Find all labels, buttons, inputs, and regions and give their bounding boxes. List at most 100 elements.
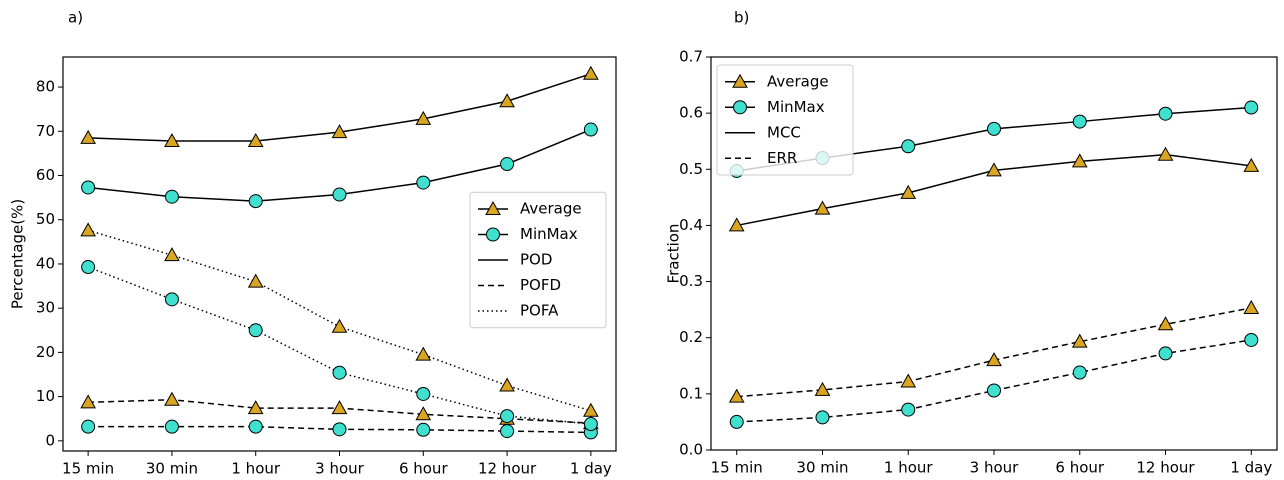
triangle-marker [900,373,917,388]
circle-marker [1072,114,1087,129]
legend-label: ERR [767,149,797,167]
legend: Average MinMax MCC ERR [716,64,854,176]
legend-label: POFA [520,302,559,320]
y-tick-label: 0.4 [679,216,703,234]
triangle-marker [732,73,748,88]
legend-label: MinMax [520,225,578,243]
circle-marker [164,292,179,307]
legend-label: POFD [520,276,561,294]
triangle-marker [80,129,96,144]
x-tick-label: 12 hour [478,460,537,478]
circle-marker [500,157,515,172]
circle-marker [81,260,96,275]
circle-marker [416,386,431,401]
triangle-marker [331,318,348,333]
triangle-marker [583,65,599,80]
circle-marker [583,417,598,432]
triangle-marker [415,406,432,421]
circle-marker [500,409,515,424]
circle-marker [416,422,431,437]
circle-marker [729,414,744,429]
x-tick-label: 15 min [711,459,763,477]
circle-marker [1244,100,1259,115]
circle-marker [164,419,179,434]
circle-marker [332,365,347,380]
y-tick-label: 0.7 [679,48,703,66]
triangle-marker [1071,333,1088,348]
triangle-marker [164,247,180,262]
triangle-marker [986,162,1002,177]
x-tick-label: 1 day [1230,459,1272,477]
triangle-marker [986,352,1002,367]
x-tick-label: 12 hour [1136,459,1195,477]
triangle-marker [415,346,432,361]
y-tick-label: 70 [36,122,55,140]
triangle-marker [415,110,432,125]
circle-marker [416,175,431,190]
y-tick-label: 0.3 [679,272,703,290]
triangle-marker [1243,299,1260,314]
triangle-marker [499,377,515,392]
circle-marker [1158,346,1173,361]
triangle-marker [814,200,831,215]
circle-marker [332,187,347,202]
y-tick-label: 0 [45,431,55,449]
x-tick-label: 6 hour [399,460,449,478]
triangle-marker [499,93,515,108]
circle-marker [733,100,747,115]
triangle-marker [900,184,917,199]
circle-marker [815,410,830,425]
triangle-marker [247,132,264,148]
legend-label: MinMax [767,98,825,116]
circle-marker [1158,106,1173,121]
x-tick-label: 1 hour [884,459,934,477]
x-tick-label: 3 hour [315,460,365,478]
circle-marker [248,323,263,338]
triangle-marker [1243,157,1260,172]
plot-frame [710,56,1278,451]
y-tick-label: 0.1 [679,384,703,402]
triangle-marker [1157,146,1174,161]
triangle-marker [485,200,501,215]
triangle-marker [80,394,96,409]
triangle-marker [164,391,180,406]
circle-marker [81,180,96,195]
triangle-marker [247,273,264,288]
chart-panel: a) Percentage(%) 0 10 20 30 40 50 60 70 80 15 min 30… [9,9,617,478]
legend-box [469,191,607,329]
circle-marker [1244,332,1259,347]
legend-box [716,64,854,176]
y-axis-label: Fraction [665,224,683,284]
legend-label: Average [520,200,582,218]
x-tick-label: 15 min [62,460,114,478]
triangle-marker [583,402,599,417]
y-tick-label: 40 [36,254,55,272]
triangle-marker [331,124,348,139]
triangle-marker [728,388,745,403]
triangle-marker [247,400,264,415]
y-tick-label: 0.6 [679,104,703,122]
legend-label: POD [520,251,552,269]
panel-label: a) [68,9,83,27]
y-tick-label: 60 [36,166,55,184]
triangle-marker [1071,153,1088,168]
y-tick-label: 80 [36,78,55,96]
legend-label: Average [767,72,829,90]
legend: Average MinMax POD POFD POFA [469,191,607,329]
triangle-marker [80,222,96,237]
triangle-marker [728,217,745,232]
circle-marker [901,139,916,154]
triangle-marker [331,400,348,415]
x-tick-label: 30 min [146,460,198,478]
circle-marker [486,227,500,242]
legend-label: MCC [767,123,801,141]
circle-marker [248,194,263,209]
chart-panel: b) Fraction 0.0 0.1 0.2 0.3 0.4 0.5 0.6 0.7 15 min… [665,9,1278,477]
circle-marker [1072,365,1087,380]
x-tick-label: 1 day [570,460,612,478]
y-tick-label: 50 [36,210,55,228]
circle-marker [901,402,916,417]
circle-marker [81,419,96,434]
triangle-marker [814,381,831,396]
